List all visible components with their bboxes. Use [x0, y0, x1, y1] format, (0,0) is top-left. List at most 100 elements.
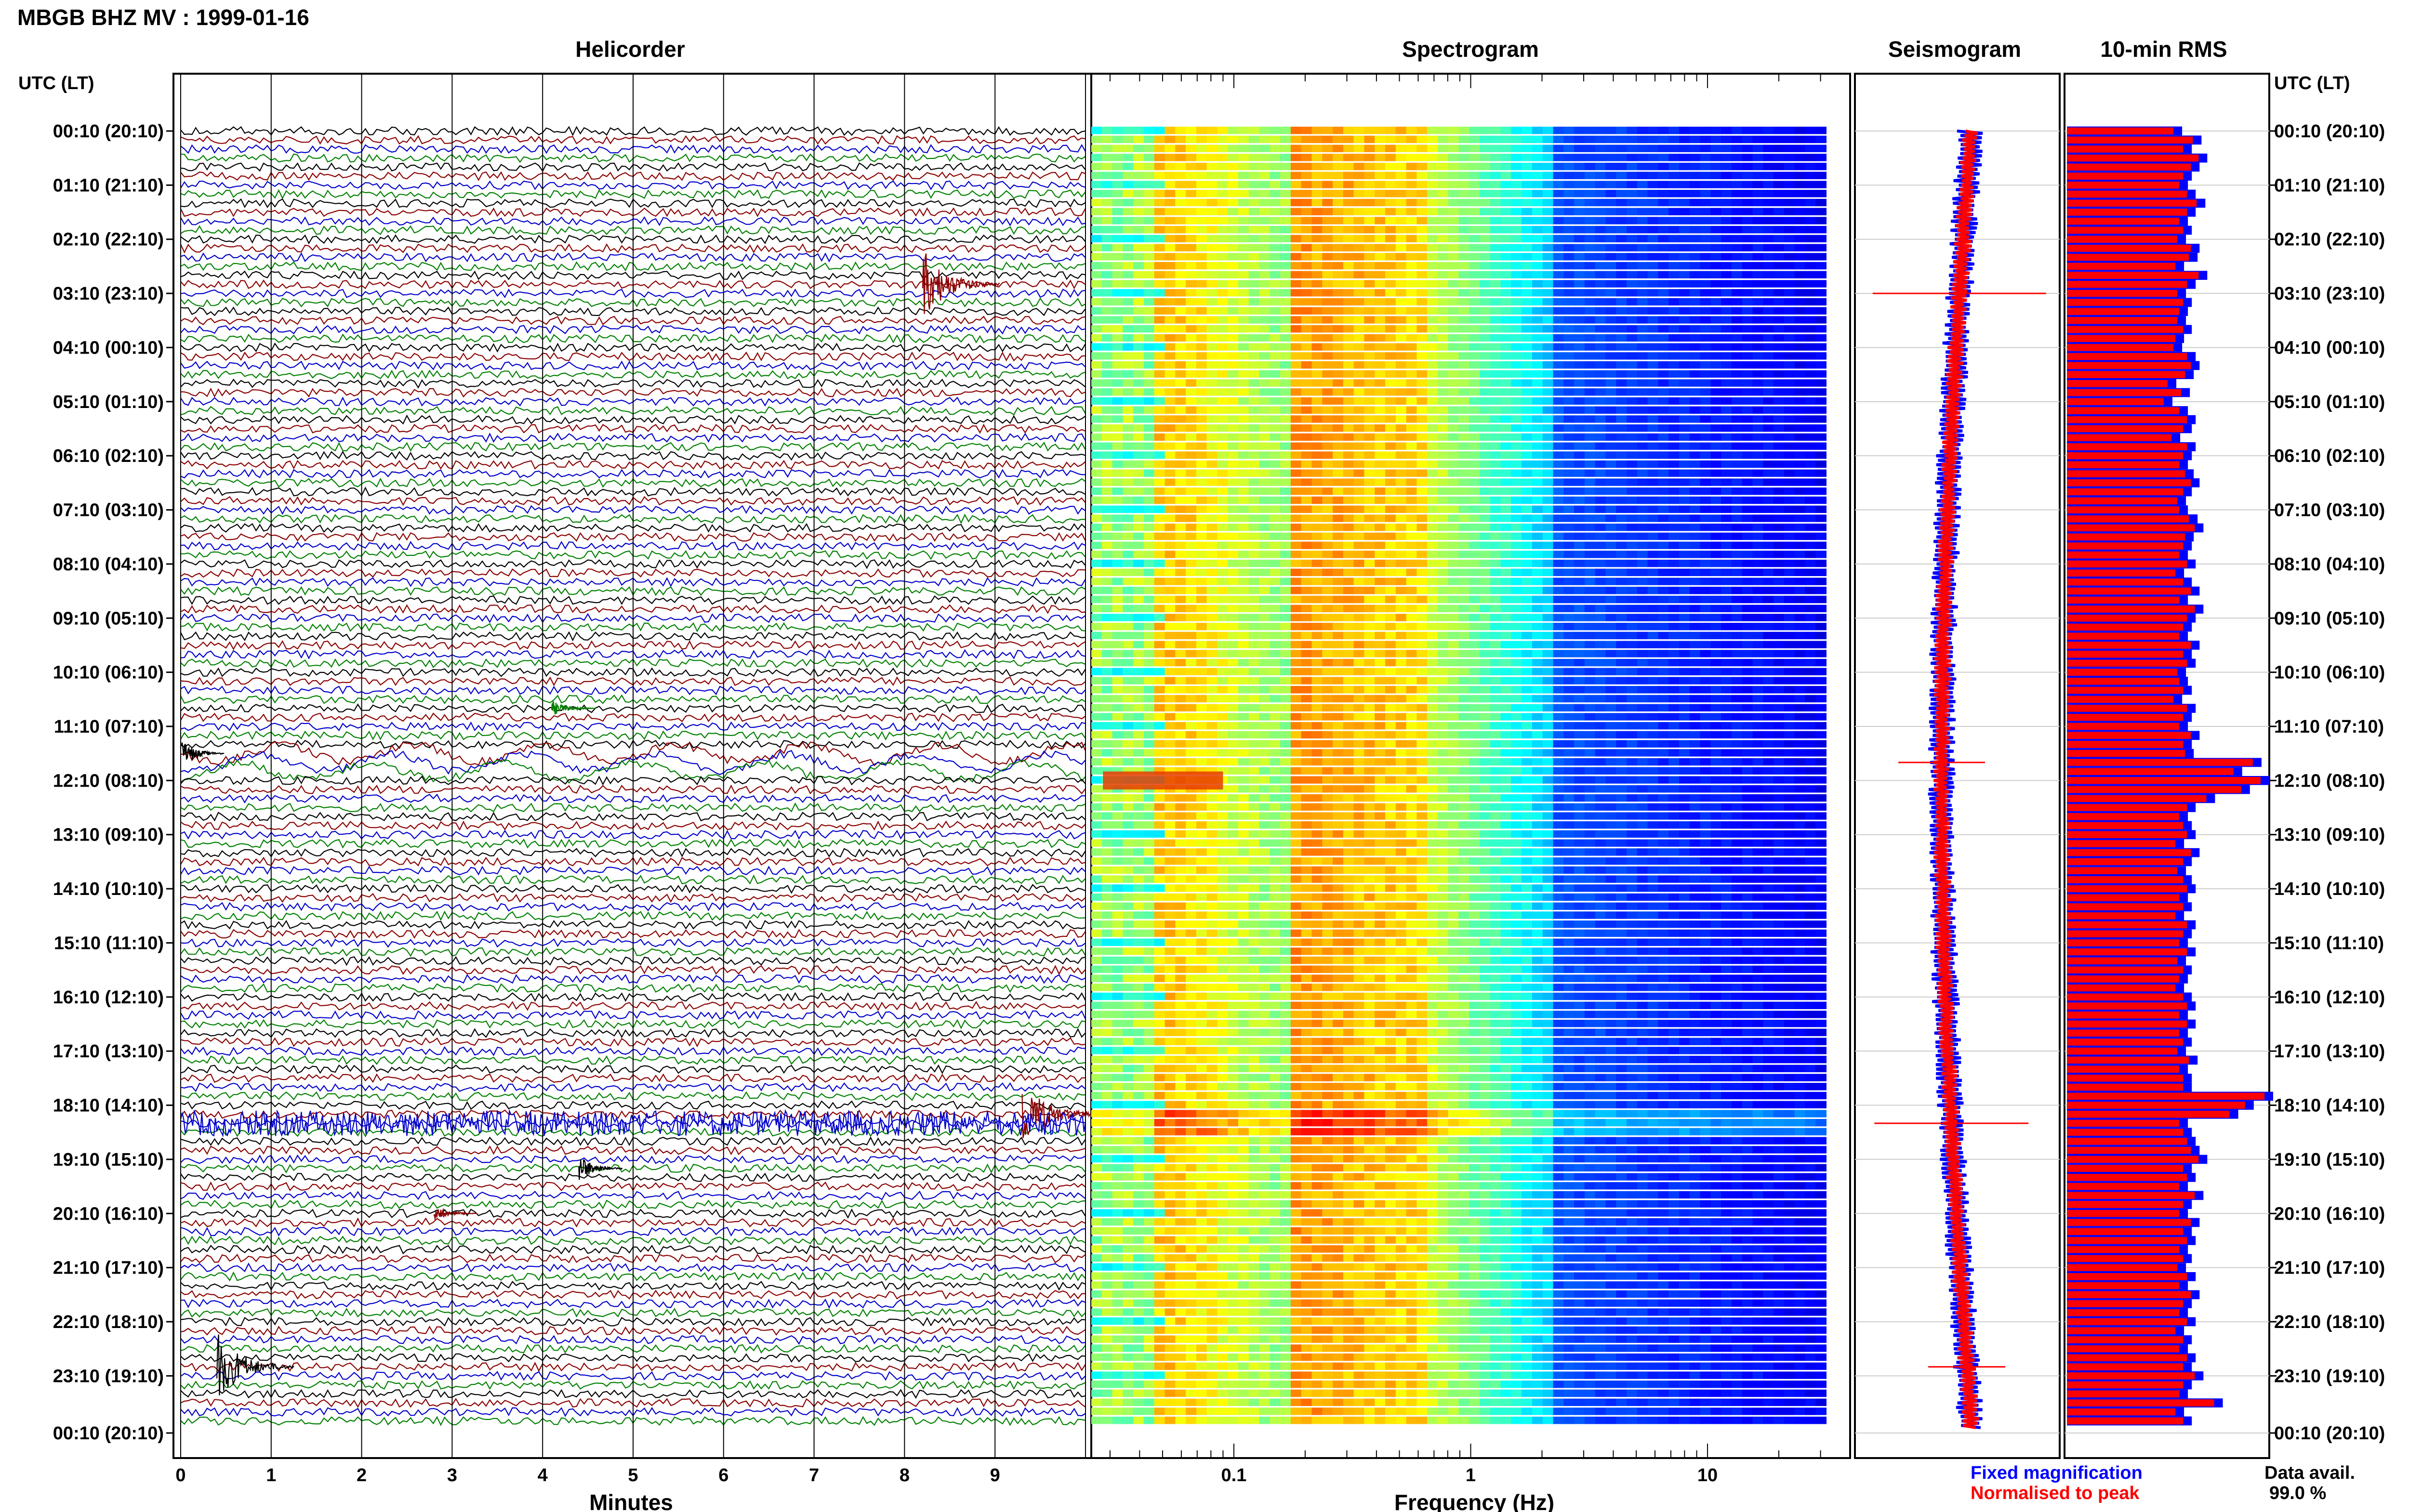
rms-bar-normalised: [2067, 1056, 2189, 1064]
time-label-left: 13:10 (09:10): [53, 825, 164, 845]
rms-bar-normalised: [2067, 1255, 2184, 1262]
rms-bar-normalised: [2067, 199, 2197, 207]
rms-bar-normalised: [2067, 1092, 2264, 1100]
rms-bar-normalised: [2067, 190, 2187, 198]
rms-bar-normalised: [2067, 957, 2178, 965]
rms-bars: [2065, 126, 2273, 1433]
seismogram-title: Seismogram: [1888, 37, 2021, 62]
rms-bar-normalised: [2067, 1354, 2187, 1362]
rms-bar-normalised: [2067, 587, 2191, 595]
time-label-right: 13:10 (09:10): [2274, 825, 2385, 845]
time-label-right: 21:10 (17:10): [2274, 1258, 2385, 1278]
rms-bar-normalised: [2067, 831, 2187, 839]
rms-bar-normalised: [2067, 903, 2184, 910]
rms-bar-normalised: [2067, 1210, 2180, 1217]
time-label-left: 01:10 (21:10): [53, 175, 164, 196]
rms-bar-normalised: [2067, 1201, 2184, 1208]
time-label-left: 14:10 (10:10): [53, 879, 164, 899]
rms-bar-normalised: [2067, 759, 2253, 766]
rms-bar-normalised: [2067, 858, 2184, 866]
rms-bar-normalised: [2067, 1381, 2184, 1389]
rms-title: 10-min RMS: [2100, 37, 2227, 62]
rms-bar-normalised: [2067, 596, 2180, 604]
time-label-right: 09:10 (05:10): [2274, 608, 2385, 629]
rms-bar-normalised: [2067, 1282, 2180, 1289]
rms-bar-normalised: [2067, 659, 2187, 667]
rms-bar-normalised: [2067, 867, 2178, 874]
rms-bar-normalised: [2067, 353, 2187, 360]
rms-bar-normalised: [2067, 876, 2184, 883]
rms-bar-normalised: [2067, 217, 2180, 225]
rms-bar-normalised: [2067, 344, 2174, 351]
time-label-right: 10:10 (06:10): [2274, 663, 2385, 683]
time-label-right: 12:10 (08:10): [2274, 771, 2385, 791]
rms-bar-normalised: [2067, 1399, 2214, 1407]
rms-bar-normalised: [2067, 515, 2189, 523]
rms-bar-normalised: [2067, 605, 2195, 613]
rms-bar-normalised: [2067, 1390, 2180, 1398]
time-label-left: 03:10 (23:10): [53, 284, 164, 304]
time-label-left: 00:10 (20:10): [53, 1423, 164, 1444]
rms-bar-normalised: [2067, 1146, 2191, 1154]
seismogram-normalised-trace: [1933, 130, 1979, 1429]
time-label-right: 11:10 (07:10): [2274, 717, 2384, 737]
helicorder-tick-label: 6: [718, 1465, 728, 1486]
rms-bar-normalised: [2067, 1174, 2187, 1181]
rms-bar-normalised: [2067, 1327, 2176, 1335]
rms-bar-normalised: [2067, 1029, 2180, 1037]
rms-bar-normalised: [2067, 939, 2180, 947]
rms-bar-normalised: [2067, 822, 2184, 829]
axes: 0 1 2 3 4 5 6 7 8 9 00:10 (20:10) 00:10 (20:10) 01:1…: [53, 74, 2385, 1486]
rms-bar-normalised: [2067, 678, 2180, 685]
rms-bar-normalised: [2067, 172, 2184, 180]
time-label-right: 08:10 (04:10): [2274, 554, 2385, 575]
time-label-left: 19:10 (15:10): [53, 1150, 164, 1170]
rms-bar-normalised: [2067, 452, 2184, 460]
rms-bar-normalised: [2067, 642, 2191, 649]
rms-bar-normalised: [2067, 840, 2176, 847]
rms-bar-normalised: [2067, 1047, 2178, 1055]
rms-bar-normalised: [2067, 894, 2180, 902]
time-label-right: 04:10 (00:10): [2274, 338, 2385, 358]
rms-bar-normalised: [2067, 1039, 2184, 1046]
rms-bar-normalised: [2067, 1129, 2184, 1136]
helicorder-title: Helicorder: [575, 37, 685, 62]
rms-bar-normalised: [2067, 416, 2187, 423]
rms-bar-normalised: [2067, 371, 2185, 378]
data-avail-label: Data avail.: [2264, 1463, 2355, 1483]
time-label-left: 06:10 (02:10): [53, 446, 164, 466]
rms-bar-normalised: [2067, 1219, 2191, 1226]
rms-bar-normalised: [2067, 1228, 2184, 1236]
rms-bar-normalised: [2067, 813, 2180, 820]
rms-bar-normalised: [2067, 1011, 2180, 1019]
rms-bar-normalised: [2067, 1300, 2184, 1307]
time-label-right: 01:10 (21:10): [2274, 175, 2385, 196]
rms-bar-normalised: [2067, 749, 2185, 757]
helicorder-tick-label: 0: [175, 1465, 185, 1486]
time-label-left: 08:10 (04:10): [53, 554, 164, 575]
rms-bar-normalised: [2067, 723, 2180, 730]
time-label-right: 03:10 (23:10): [2274, 284, 2385, 304]
time-label-right: 15:10 (11:10): [2274, 933, 2384, 953]
rms-bar-normalised: [2067, 127, 2174, 135]
rms-bar-normalised: [2067, 849, 2191, 856]
rms-bar-normalised: [2067, 389, 2182, 396]
rms-bar-normalised: [2067, 434, 2172, 442]
time-label-right: 20:10 (16:10): [2274, 1204, 2385, 1224]
rms-bar-normalised: [2067, 497, 2178, 505]
rms-bar-normalised: [2067, 741, 2184, 748]
rms-bar-normalised: [2067, 993, 2184, 1001]
time-label-right: 07:10 (03:10): [2274, 500, 2385, 521]
time-label-right: 06:10 (02:10): [2274, 446, 2385, 466]
rms-bar-normalised: [2067, 1156, 2199, 1163]
figure-title: MBGB BHZ MV : 1999-01-16: [17, 5, 309, 30]
helicorder-event: [433, 1208, 477, 1221]
time-label-left: 04:10 (00:10): [53, 338, 164, 358]
time-label-right: 14:10 (10:10): [2274, 879, 2385, 899]
helicorder-tick-label: 4: [538, 1465, 548, 1486]
rms-bar-normalised: [2067, 479, 2191, 486]
time-label-left: 00:10 (20:10): [53, 121, 164, 142]
rms-bar-normalised: [2067, 1363, 2184, 1370]
rms-bar-normalised: [2067, 299, 2184, 306]
